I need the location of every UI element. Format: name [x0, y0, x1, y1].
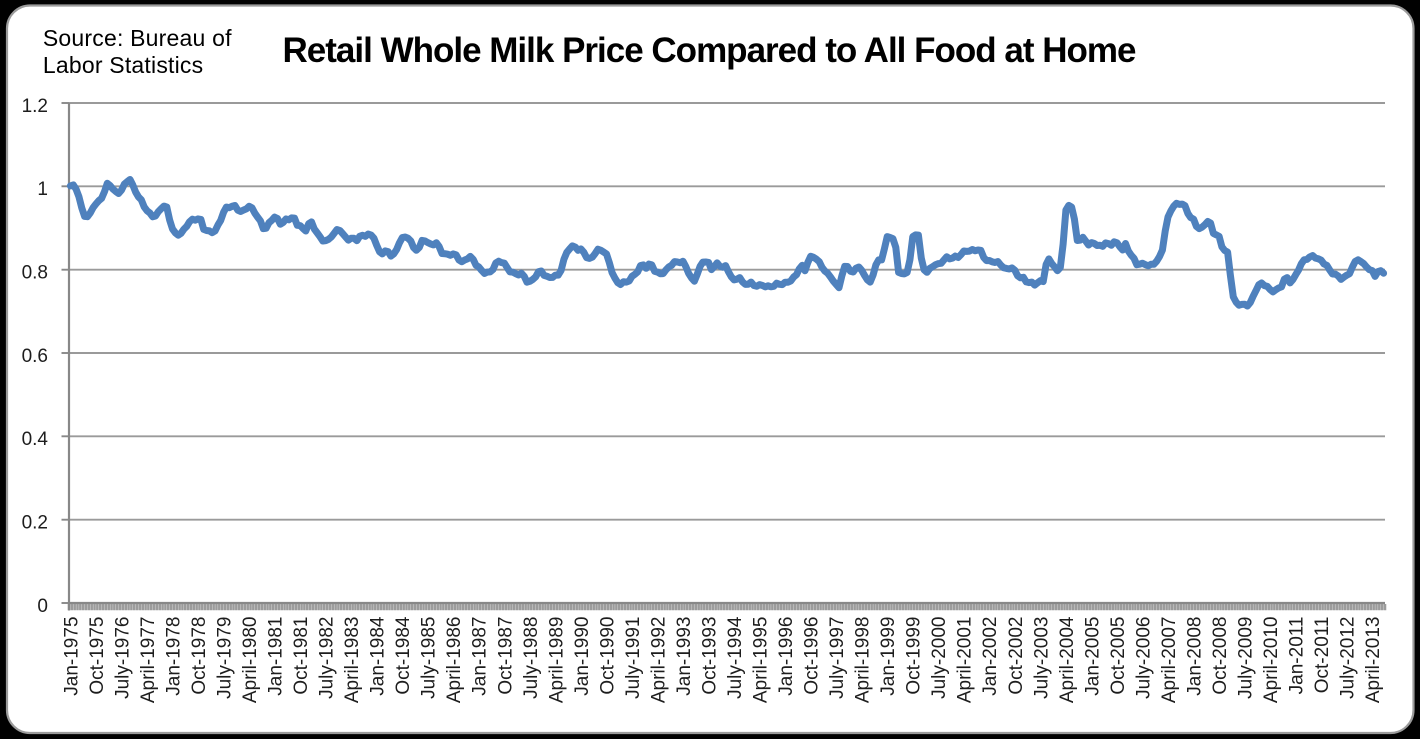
svg-text:April-2004: April-2004 — [1057, 616, 1078, 703]
svg-text:July-1979: July-1979 — [215, 617, 236, 699]
svg-text:Oct-2011: Oct-2011 — [1312, 617, 1333, 694]
svg-text:0.6: 0.6 — [22, 346, 48, 367]
svg-text:Oct-1999: Oct-1999 — [904, 617, 925, 695]
svg-text:Jan-1990: Jan-1990 — [572, 617, 593, 696]
svg-text:July-2003: July-2003 — [1031, 617, 1052, 699]
svg-text:Oct-1987: Oct-1987 — [495, 617, 516, 695]
svg-text:Jan-1978: Jan-1978 — [163, 617, 184, 696]
svg-text:July-1985: July-1985 — [419, 617, 440, 699]
svg-text:July-1976: July-1976 — [112, 617, 133, 699]
svg-text:Oct-2005: Oct-2005 — [1108, 617, 1129, 695]
svg-text:July-2009: July-2009 — [1236, 617, 1257, 699]
svg-text:July-1991: July-1991 — [623, 617, 644, 699]
svg-text:1.2: 1.2 — [22, 96, 48, 117]
svg-text:Jan-2005: Jan-2005 — [1082, 617, 1103, 696]
svg-text:Jan-1984: Jan-1984 — [368, 616, 389, 696]
svg-text:April-2007: April-2007 — [1159, 617, 1180, 704]
svg-text:April-2010: April-2010 — [1261, 617, 1282, 704]
svg-text:Oct-1975: Oct-1975 — [87, 617, 108, 695]
svg-text:April-1989: April-1989 — [546, 617, 567, 704]
svg-text:Jan-1987: Jan-1987 — [470, 617, 491, 696]
svg-text:0.8: 0.8 — [22, 263, 48, 284]
svg-text:Jan-1993: Jan-1993 — [674, 617, 695, 696]
svg-text:Jan-2011: Jan-2011 — [1287, 617, 1308, 695]
svg-text:Jan-2002: Jan-2002 — [980, 616, 1001, 695]
svg-text:0: 0 — [37, 596, 48, 617]
svg-text:Jan-1975: Jan-1975 — [61, 617, 82, 696]
svg-text:Source: Bureau of: Source: Bureau of — [43, 25, 232, 51]
svg-text:0.4: 0.4 — [22, 429, 49, 450]
svg-text:April-1977: April-1977 — [138, 617, 159, 704]
svg-text:0.2: 0.2 — [22, 513, 48, 534]
svg-text:Oct-2002: Oct-2002 — [1006, 617, 1027, 695]
svg-text:Jan-1981: Jan-1981 — [266, 617, 287, 696]
svg-text:July-1982: July-1982 — [317, 617, 338, 699]
svg-text:July-1994: July-1994 — [725, 616, 746, 699]
svg-text:Oct-1993: Oct-1993 — [700, 617, 721, 695]
svg-text:July-2000: July-2000 — [929, 616, 950, 698]
svg-text:April-1986: April-1986 — [444, 617, 465, 704]
svg-text:July-2012: July-2012 — [1338, 617, 1359, 699]
svg-text:Jan-2008: Jan-2008 — [1185, 617, 1206, 696]
svg-text:July-1988: July-1988 — [521, 617, 542, 699]
svg-text:April-2001: April-2001 — [955, 616, 976, 703]
svg-text:Oct-1996: Oct-1996 — [802, 617, 823, 695]
svg-text:April-1980: April-1980 — [240, 617, 261, 704]
svg-text:April-1998: April-1998 — [853, 617, 874, 704]
svg-text:July-2006: July-2006 — [1133, 617, 1154, 699]
svg-text:Jan-1999: Jan-1999 — [878, 617, 899, 696]
svg-text:Oct-1990: Oct-1990 — [597, 617, 618, 695]
svg-text:1: 1 — [37, 179, 48, 200]
svg-text:April-1983: April-1983 — [342, 617, 363, 704]
svg-text:April-1995: April-1995 — [751, 617, 772, 704]
svg-text:April-2013: April-2013 — [1363, 617, 1384, 704]
svg-text:Oct-2008: Oct-2008 — [1210, 617, 1231, 695]
svg-text:Oct-1978: Oct-1978 — [189, 617, 210, 695]
svg-text:Retail Whole Milk Price Compar: Retail Whole Milk Price Compared to All … — [283, 31, 1136, 70]
svg-text:Oct-1981: Oct-1981 — [291, 617, 312, 695]
svg-text:Labor Statistics: Labor Statistics — [43, 52, 203, 78]
svg-text:April-1992: April-1992 — [648, 617, 669, 704]
svg-text:Jan-1996: Jan-1996 — [776, 617, 797, 696]
svg-text:Oct-1984: Oct-1984 — [393, 616, 414, 695]
svg-text:July-1997: July-1997 — [827, 617, 848, 699]
